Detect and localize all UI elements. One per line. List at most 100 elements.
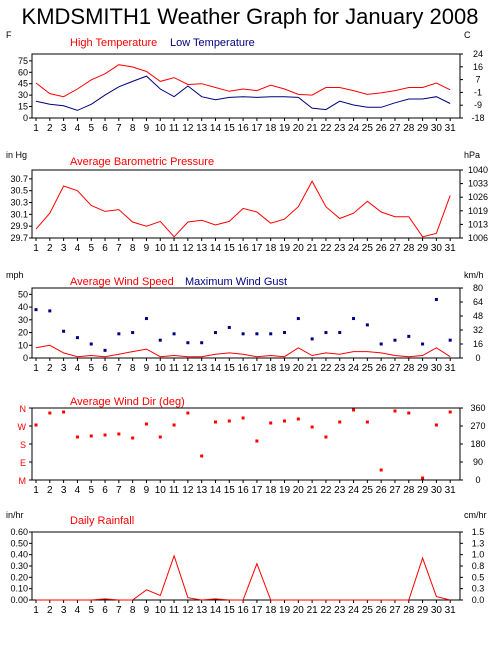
x-tick-label: 9 bbox=[144, 485, 150, 496]
x-tick-label: 31 bbox=[445, 123, 457, 134]
x-tick-label: 26 bbox=[376, 485, 388, 496]
x-tick-label: 25 bbox=[362, 123, 374, 134]
data-point bbox=[434, 297, 438, 301]
x-tick-label: 22 bbox=[320, 243, 332, 254]
x-tick-label: 12 bbox=[182, 243, 194, 254]
x-tick-label: 9 bbox=[144, 243, 150, 254]
wind-dir-compass-label: S bbox=[20, 440, 26, 450]
y-tick-label: 0.30 bbox=[10, 561, 28, 571]
x-tick-label: 20 bbox=[293, 485, 305, 496]
x-tick-label: 27 bbox=[389, 243, 401, 254]
x-tick-label: 27 bbox=[389, 485, 401, 496]
data-point bbox=[186, 341, 190, 345]
data-point bbox=[421, 476, 425, 480]
x-tick-label: 19 bbox=[279, 123, 291, 134]
x-tick-label: 23 bbox=[334, 243, 346, 254]
y2-tick-label: 64 bbox=[473, 297, 483, 307]
x-tick-label: 10 bbox=[155, 123, 167, 134]
series-line bbox=[35, 180, 451, 238]
data-point bbox=[310, 425, 314, 429]
x-tick-label: 13 bbox=[196, 243, 208, 254]
x-tick-label: 25 bbox=[362, 243, 374, 254]
data-point bbox=[227, 325, 231, 329]
x-tick-label: 10 bbox=[155, 605, 167, 616]
x-tick-label: 1 bbox=[33, 243, 39, 254]
y-tick-label: 45 bbox=[18, 79, 28, 89]
x-tick-label: 16 bbox=[238, 363, 250, 374]
y2-tick-label: 1033 bbox=[468, 179, 488, 189]
x-tick-label: 26 bbox=[376, 243, 388, 254]
x-tick-label: 17 bbox=[251, 485, 263, 496]
x-tick-label: 15 bbox=[224, 605, 236, 616]
data-point bbox=[269, 421, 273, 425]
x-tick-label: 22 bbox=[320, 363, 332, 374]
data-point bbox=[283, 331, 287, 335]
data-point bbox=[255, 332, 259, 336]
legend-entry: Maximum Wind Gust bbox=[185, 276, 287, 288]
x-tick-label: 17 bbox=[251, 605, 263, 616]
data-point bbox=[324, 435, 328, 439]
x-tick-label: 27 bbox=[389, 123, 401, 134]
y-tick-label: 75 bbox=[18, 56, 28, 66]
x-tick-label: 31 bbox=[445, 485, 457, 496]
y2-tick-label: 0.8 bbox=[472, 561, 485, 571]
wind-dir-compass-label: M bbox=[19, 476, 27, 486]
data-point bbox=[227, 419, 231, 423]
y2-tick-label: 1.0 bbox=[472, 550, 485, 560]
data-point bbox=[200, 454, 204, 458]
x-tick-label: 16 bbox=[238, 605, 250, 616]
y-tick-label: 0.40 bbox=[10, 550, 28, 560]
legend-entry: Average Wind Dir (deg) bbox=[70, 396, 185, 408]
data-point bbox=[213, 420, 217, 424]
data-point bbox=[213, 331, 217, 335]
data-point bbox=[75, 336, 79, 340]
plot-frame bbox=[31, 53, 461, 119]
x-tick-label: 29 bbox=[417, 123, 429, 134]
x-tick-label: 7 bbox=[116, 485, 122, 496]
y2-tick-label: 1.5 bbox=[472, 527, 485, 537]
x-tick-label: 6 bbox=[102, 123, 108, 134]
data-point bbox=[421, 342, 425, 346]
x-tick-label: 9 bbox=[144, 123, 150, 134]
x-tick-label: 14 bbox=[210, 363, 222, 374]
wind-dir-compass-label: N bbox=[20, 404, 27, 414]
x-tick-label: 18 bbox=[265, 243, 277, 254]
x-tick-label: 2 bbox=[47, 243, 53, 254]
data-point bbox=[365, 323, 369, 327]
data-point bbox=[365, 420, 369, 424]
y2-tick-label: -9 bbox=[474, 100, 482, 110]
x-tick-label: 12 bbox=[182, 363, 194, 374]
x-tick-label: 14 bbox=[210, 123, 222, 134]
x-tick-label: 15 bbox=[224, 123, 236, 134]
x-tick-label: 14 bbox=[210, 243, 222, 254]
data-point bbox=[407, 411, 411, 415]
x-tick-label: 18 bbox=[265, 485, 277, 496]
x-tick-label: 5 bbox=[88, 605, 94, 616]
x-tick-label: 29 bbox=[417, 243, 429, 254]
x-tick-label: 12 bbox=[182, 605, 194, 616]
x-tick-label: 8 bbox=[130, 485, 136, 496]
data-point bbox=[103, 433, 107, 437]
data-point bbox=[75, 435, 79, 439]
y2-tick-label: 16 bbox=[473, 339, 483, 349]
x-tick-label: 13 bbox=[196, 605, 208, 616]
x-tick-label: 10 bbox=[155, 243, 167, 254]
data-point bbox=[172, 423, 176, 427]
data-point bbox=[283, 419, 287, 423]
y2-tick-label: 1040 bbox=[468, 165, 488, 175]
data-point bbox=[89, 342, 93, 346]
y2-tick-label: 0 bbox=[475, 475, 480, 485]
x-tick-label: 19 bbox=[279, 243, 291, 254]
y-tick-label: 0 bbox=[23, 113, 28, 123]
x-tick-label: 23 bbox=[334, 123, 346, 134]
x-tick-label: 3 bbox=[61, 363, 67, 374]
y-tick-label: 30.7 bbox=[10, 174, 28, 184]
y2-tick-label: 360 bbox=[470, 403, 485, 413]
legend-entry: Low Temperature bbox=[170, 37, 255, 49]
x-tick-label: 4 bbox=[75, 605, 81, 616]
x-tick-label: 7 bbox=[116, 243, 122, 254]
x-tick-label: 29 bbox=[417, 485, 429, 496]
x-tick-label: 9 bbox=[144, 363, 150, 374]
x-tick-label: 21 bbox=[307, 243, 319, 254]
x-tick-label: 17 bbox=[251, 243, 263, 254]
